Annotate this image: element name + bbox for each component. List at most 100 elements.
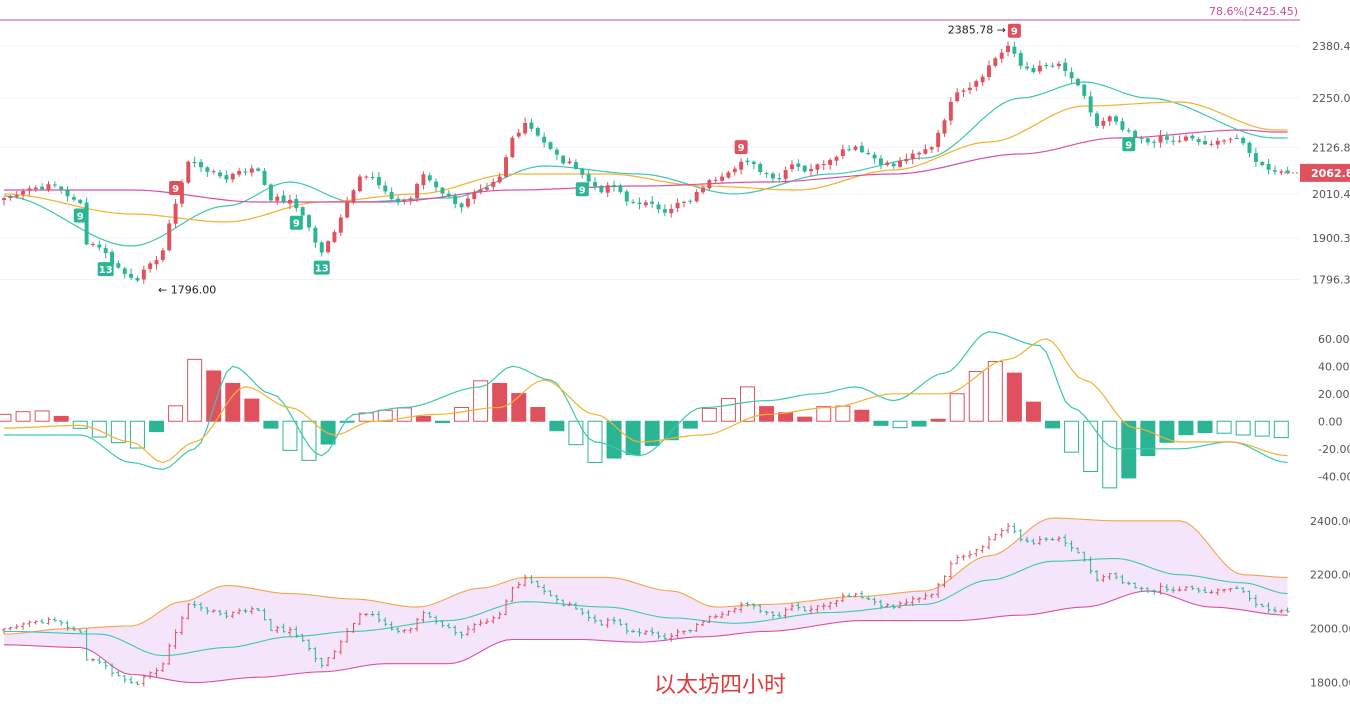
- candle-body: [993, 58, 998, 66]
- ohlc-bar: [434, 615, 439, 625]
- macd-histogram-bar: [129, 420, 145, 449]
- macd-histogram-bar: [1064, 420, 1080, 453]
- candle-body: [523, 122, 528, 134]
- candle-body: [529, 122, 534, 129]
- candle-body: [1082, 84, 1087, 96]
- candle: [662, 204, 667, 217]
- candle: [605, 182, 610, 198]
- macd-tick-label: 60.00: [1318, 333, 1350, 346]
- candle: [790, 160, 794, 172]
- candle-body: [389, 192, 394, 199]
- candle-body: [478, 189, 483, 192]
- candle-body: [1247, 142, 1252, 154]
- candle-body: [745, 160, 750, 163]
- candle: [1120, 117, 1125, 132]
- sequence-marker-label: 9: [77, 212, 84, 223]
- candle-body: [1152, 141, 1157, 143]
- candle: [14, 191, 19, 199]
- macd-lines: [4, 331, 1288, 471]
- candle: [974, 79, 979, 92]
- candle: [1069, 67, 1074, 84]
- candle: [313, 225, 318, 248]
- ohlc-bar: [567, 601, 572, 607]
- ohlc-bar: [154, 667, 159, 677]
- candle-body: [1272, 170, 1277, 172]
- candle: [364, 175, 369, 180]
- candle-body: [999, 52, 1004, 59]
- ohlc-bar: [789, 603, 794, 611]
- candle: [211, 169, 216, 175]
- boll-mid-line: [4, 557, 1288, 657]
- candle: [1050, 62, 1055, 68]
- price-tick-label: 2010.43: [1312, 188, 1350, 201]
- candle-body: [370, 176, 375, 178]
- candle: [141, 265, 146, 285]
- macd-histogram-bar: [682, 420, 698, 429]
- candle-body: [1088, 96, 1093, 113]
- candle-body: [78, 199, 83, 204]
- candle-body: [376, 176, 381, 186]
- candle: [1164, 132, 1169, 144]
- candle: [999, 48, 1004, 64]
- candle: [726, 170, 731, 179]
- candle-body: [573, 162, 578, 169]
- ohlc-bar: [1126, 581, 1131, 586]
- macd-histogram: [0, 358, 1289, 489]
- candle-body: [828, 159, 833, 166]
- macd-histogram-bar: [1025, 401, 1041, 422]
- candle: [249, 164, 254, 177]
- candle-body: [516, 132, 521, 137]
- candle-body: [40, 186, 45, 190]
- ohlc-bar: [1171, 586, 1176, 594]
- candle-body: [548, 142, 553, 149]
- candle-body: [923, 149, 928, 154]
- sequence-marker: 9: [73, 208, 87, 223]
- ohlc-bar: [809, 605, 814, 615]
- candle-body: [465, 198, 470, 207]
- candle: [370, 172, 375, 180]
- candle-body: [402, 200, 407, 202]
- candle: [97, 240, 102, 251]
- ohlc-bar: [313, 647, 318, 663]
- candle: [402, 198, 407, 205]
- candle: [1082, 83, 1087, 99]
- macd-histogram-bar: [301, 420, 317, 461]
- ohlc-bar: [542, 584, 547, 595]
- ohlc-bar: [1260, 603, 1265, 608]
- ohlc-bar: [694, 622, 699, 632]
- boll-tick-label: 2000.00: [1310, 623, 1350, 636]
- macd-histogram-bar: [206, 370, 222, 422]
- ohlc-bar: [224, 610, 229, 619]
- sequence-marker: 13: [313, 260, 330, 275]
- ohlc-bar: [548, 590, 553, 597]
- candle: [1088, 90, 1093, 117]
- ohlc-bar: [243, 608, 248, 614]
- ohlc-bar: [1222, 588, 1227, 593]
- candle: [802, 164, 807, 173]
- candle-body: [275, 196, 280, 201]
- candle-body: [707, 180, 712, 189]
- sequence-marker-badge: [734, 140, 748, 155]
- candle: [129, 268, 134, 280]
- candle-body: [796, 163, 801, 167]
- candle-body: [332, 232, 337, 243]
- candle: [281, 190, 286, 205]
- sequence-marker: 9: [169, 180, 183, 195]
- ohlc-bar: [1114, 572, 1119, 580]
- candle-body: [605, 185, 610, 193]
- candle: [167, 219, 172, 252]
- candle-body: [110, 251, 114, 264]
- candle: [376, 171, 381, 190]
- boll-tick-label: 2400.00: [1310, 515, 1350, 528]
- candle: [1012, 41, 1017, 57]
- ohlc-bar: [592, 614, 597, 624]
- candle: [52, 181, 57, 188]
- candle-body: [662, 209, 667, 213]
- candle-body: [1253, 153, 1258, 162]
- candle: [65, 185, 70, 202]
- ohlc-bar: [1158, 582, 1163, 595]
- candle: [847, 145, 852, 152]
- candle-body: [59, 186, 64, 190]
- candle-body: [14, 195, 19, 197]
- candle-body: [656, 204, 661, 210]
